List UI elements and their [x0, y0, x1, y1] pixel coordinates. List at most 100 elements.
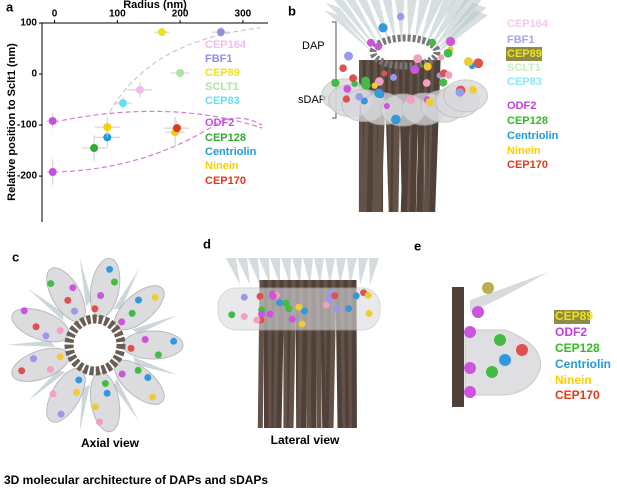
- view-caption: Axial view: [81, 436, 140, 450]
- protein-blob: [322, 301, 330, 309]
- trend-curve: [53, 117, 263, 173]
- protein-blob: [144, 374, 152, 382]
- dap-cone: [259, 258, 270, 285]
- protein-blob: [269, 292, 277, 300]
- y-axis-title: Relative position to Sclt1 (nm): [6, 43, 18, 201]
- protein-blob: [42, 332, 50, 340]
- protein-blob: [253, 316, 261, 324]
- dap-cone: [226, 258, 240, 285]
- sdap-spike: [79, 384, 90, 432]
- dap-cone: [395, 0, 405, 44]
- microtubule: [400, 59, 412, 213]
- protein-blob: [69, 284, 77, 292]
- protein-blob: [256, 292, 264, 300]
- microtubule: [429, 59, 441, 213]
- protein-blob: [443, 48, 453, 58]
- sdap-spike: [7, 340, 56, 347]
- dap-shell: [470, 272, 548, 312]
- render-c: [7, 257, 184, 433]
- legend-entry: Ninein: [555, 373, 592, 387]
- dap-cone: [414, 0, 430, 44]
- dap-cone: [325, 258, 335, 285]
- dap-cone: [369, 258, 379, 285]
- legend-entry: CEP128: [205, 132, 246, 144]
- protein-blob: [118, 370, 126, 378]
- protein-blob: [333, 305, 341, 313]
- dap-cone: [382, 0, 396, 44]
- dap-cone: [370, 0, 390, 45]
- panel-label: a: [6, 0, 14, 14]
- microtubule: [452, 287, 464, 407]
- protein-blob: [72, 388, 80, 396]
- legend-entry: CEP83: [507, 76, 542, 88]
- legend-entry: Centriolin: [205, 146, 257, 158]
- protein-blob: [149, 393, 157, 401]
- legend-entry: CEP170: [555, 388, 600, 402]
- protein-blob: [374, 88, 384, 98]
- protein-blob: [425, 97, 434, 107]
- microtubule: [366, 59, 376, 213]
- protein-blob: [499, 354, 511, 366]
- dap-cone: [425, 0, 456, 47]
- protein-blob: [151, 293, 159, 301]
- protein-blob: [128, 309, 136, 317]
- sdap-spike: [131, 314, 178, 334]
- protein-blob: [295, 303, 303, 311]
- protein-blob: [355, 92, 364, 101]
- protein-blob: [325, 295, 333, 303]
- protein-blob: [75, 376, 83, 384]
- protein-blob: [464, 362, 476, 374]
- x-tick-label: 100: [109, 9, 126, 20]
- dap-petal: [122, 330, 184, 360]
- protein-blob: [371, 82, 378, 89]
- legend-entry: Centriolin: [555, 357, 611, 371]
- protein-blob: [428, 38, 436, 47]
- dap-cone: [281, 258, 291, 285]
- protein-blob: [423, 62, 432, 71]
- dap-cone: [248, 258, 260, 285]
- protein-blob: [383, 102, 390, 110]
- legend-entry: CEP164: [205, 39, 247, 51]
- protein-blob: [96, 418, 104, 426]
- sdap-spike: [113, 268, 140, 310]
- y-tick-label: 0: [31, 69, 37, 80]
- protein-blob: [118, 318, 126, 326]
- protein-blob: [301, 307, 309, 315]
- sdap-spike: [133, 356, 178, 376]
- dap-cone: [314, 258, 324, 285]
- protein-blob: [127, 344, 135, 352]
- dap-cone: [325, 2, 376, 53]
- legend-entry: Ninein: [507, 145, 541, 157]
- protein-blob: [342, 95, 351, 103]
- protein-blob: [97, 292, 105, 300]
- panel-label: d: [203, 236, 211, 251]
- y-tick-label: 100: [20, 18, 37, 29]
- protein-blob: [49, 390, 57, 398]
- protein-blob: [444, 71, 453, 79]
- legend-entry: CEP89: [205, 67, 240, 79]
- protein-blob: [349, 74, 358, 83]
- protein-blob: [339, 64, 347, 73]
- protein-blob: [439, 78, 448, 87]
- dap-cone: [347, 258, 357, 285]
- legend-entry: CEP83: [205, 95, 240, 107]
- data-point: [172, 124, 181, 133]
- protein-blob: [110, 278, 118, 286]
- protein-blob: [345, 305, 353, 313]
- y-tick-label: -100: [17, 120, 37, 131]
- protein-blob: [472, 306, 484, 318]
- legend-entry: CEP128: [555, 341, 600, 355]
- sdap-spike: [27, 288, 64, 321]
- dap-cone: [270, 258, 280, 285]
- legend-entry: ODF2: [205, 117, 234, 129]
- dap-cone: [358, 258, 368, 285]
- dap-cone: [303, 258, 313, 285]
- protein-blob: [101, 379, 109, 387]
- legend-entry: CEP128: [507, 115, 548, 127]
- protein-blob: [352, 292, 360, 300]
- legend-highlight: [554, 310, 590, 324]
- protein-blob: [406, 95, 416, 105]
- protein-blob: [366, 38, 375, 47]
- protein-blob: [343, 85, 352, 93]
- dap-cone: [407, 0, 417, 44]
